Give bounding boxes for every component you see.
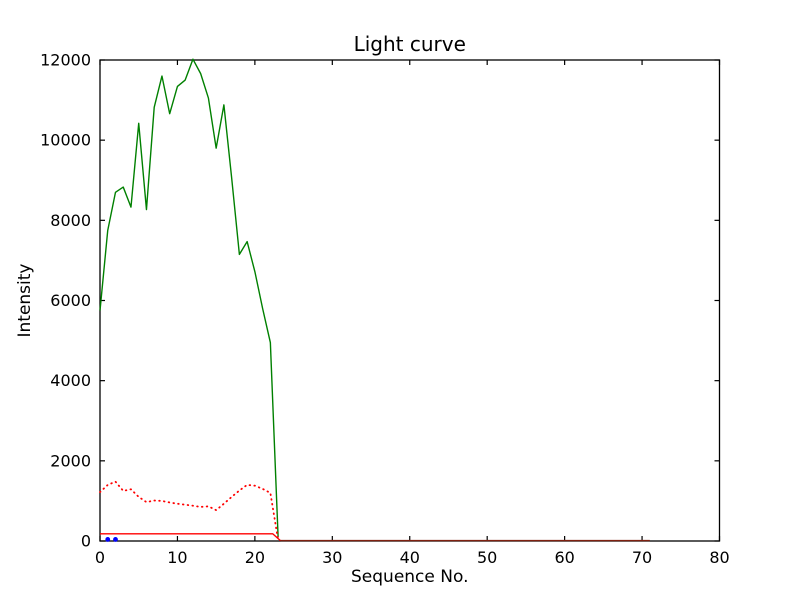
baseline-red-line — [100, 533, 281, 542]
x-tick-label: 80 — [709, 548, 729, 567]
y-tick-label: 2000 — [50, 451, 91, 470]
x-tick-label: 0 — [95, 548, 105, 567]
x-tick-label: 50 — [477, 548, 497, 567]
plot-area: 0 10 20 30 40 50 60 70 80 0 2000 4000 6000 8000 10000 1… — [40, 51, 730, 568]
blue-points-marker — [113, 536, 118, 542]
x-tick-label: 20 — [245, 548, 265, 567]
x-axis-label: Sequence No. — [351, 567, 468, 587]
plot-frame — [99, 59, 721, 542]
blue-points-marker — [105, 536, 111, 542]
y-tick-label: 4000 — [50, 371, 91, 390]
x-tick-label: 40 — [400, 548, 420, 567]
x-tick-label: 70 — [632, 548, 652, 567]
x-tick-label: 60 — [554, 548, 574, 567]
y-tick-label: 6000 — [50, 291, 91, 310]
x-tick-label: 10 — [167, 548, 187, 567]
object-intensity-line — [99, 58, 279, 538]
y-tick-label: 12000 — [40, 51, 91, 70]
y-axis-label: Intensity — [15, 264, 35, 338]
x-tick-label: 30 — [322, 548, 342, 567]
sky-background-dotted-line — [99, 480, 280, 541]
y-tick-label: 0 — [81, 532, 91, 551]
y-tick-label: 10000 — [40, 131, 91, 150]
chart-title: Light curve — [354, 32, 466, 56]
y-tick-label: 8000 — [50, 211, 91, 230]
